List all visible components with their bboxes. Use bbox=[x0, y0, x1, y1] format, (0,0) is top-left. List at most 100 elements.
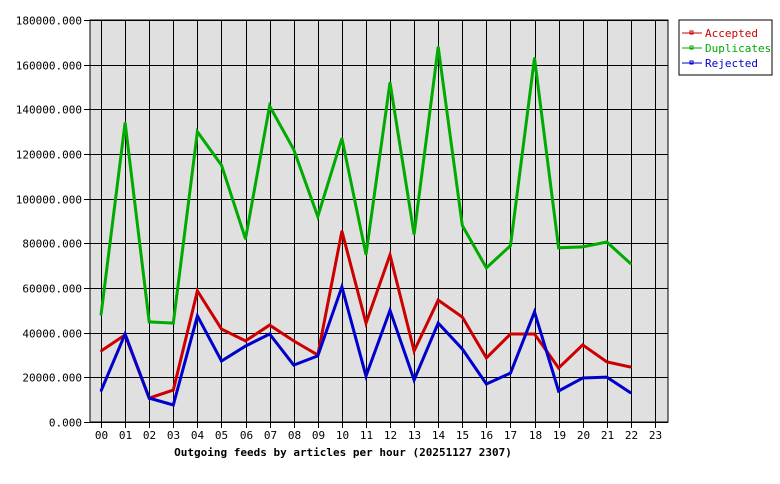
data-point-rejected bbox=[148, 397, 151, 400]
x-tick-label: 07 bbox=[264, 429, 277, 442]
data-point-rejected bbox=[124, 333, 127, 336]
data-point-duplicates bbox=[629, 262, 632, 265]
data-point-duplicates bbox=[605, 240, 608, 243]
data-point-rejected bbox=[509, 372, 512, 375]
data-point-accepted bbox=[437, 299, 440, 302]
data-point-rejected bbox=[485, 383, 488, 386]
x-tick-label: 17 bbox=[504, 429, 517, 442]
x-tick-label: 04 bbox=[191, 429, 205, 442]
data-point-duplicates bbox=[533, 56, 536, 59]
data-point-accepted bbox=[533, 333, 536, 336]
data-point-rejected bbox=[100, 389, 103, 392]
x-tick-label: 20 bbox=[577, 429, 590, 442]
legend: Accepted Duplicates Rejected bbox=[678, 19, 773, 76]
data-point-duplicates bbox=[196, 130, 199, 133]
data-point-rejected bbox=[629, 391, 632, 394]
data-point-rejected bbox=[172, 404, 175, 407]
data-point-accepted bbox=[581, 343, 584, 346]
data-point-duplicates bbox=[485, 266, 488, 269]
data-point-rejected bbox=[220, 360, 223, 363]
data-point-duplicates bbox=[268, 104, 271, 107]
data-point-rejected bbox=[605, 376, 608, 379]
data-point-duplicates bbox=[244, 237, 247, 240]
legend-marker-accepted bbox=[689, 30, 694, 35]
data-point-rejected bbox=[196, 314, 199, 317]
data-point-rejected bbox=[533, 310, 536, 313]
x-tick-label: 12 bbox=[384, 429, 397, 442]
data-point-duplicates bbox=[292, 148, 295, 151]
x-tick-label: 11 bbox=[360, 429, 373, 442]
data-point-duplicates bbox=[461, 224, 464, 227]
x-axis-label: Outgoing feeds by articles per hour (202… bbox=[174, 446, 512, 459]
x-axis: 00 01 02 03 04 05 06 07 08 09 10 11 12 13 14 15 16 17 18 19… bbox=[95, 422, 662, 442]
data-point-duplicates bbox=[557, 246, 560, 249]
data-point-accepted bbox=[389, 253, 392, 256]
data-point-accepted bbox=[268, 324, 271, 327]
grid bbox=[90, 20, 668, 423]
data-point-rejected bbox=[316, 354, 319, 357]
data-point-accepted bbox=[557, 366, 560, 369]
x-tick-label: 16 bbox=[480, 429, 493, 442]
data-point-accepted bbox=[605, 360, 608, 363]
x-tick-label: 08 bbox=[288, 429, 301, 442]
x-tick-label: 22 bbox=[625, 429, 638, 442]
data-point-rejected bbox=[461, 347, 464, 350]
x-tick-label: 03 bbox=[167, 429, 180, 442]
data-point-duplicates bbox=[220, 164, 223, 167]
data-point-duplicates bbox=[413, 233, 416, 236]
series-lines bbox=[99, 45, 632, 407]
legend-marker-duplicates bbox=[689, 45, 694, 50]
y-tick-label: 60000.000 bbox=[22, 283, 82, 296]
data-point-accepted bbox=[413, 349, 416, 352]
data-point-accepted bbox=[364, 322, 367, 325]
x-tick-label: 00 bbox=[95, 429, 108, 442]
data-point-accepted bbox=[461, 316, 464, 319]
data-point-duplicates bbox=[509, 244, 512, 247]
data-point-rejected bbox=[557, 389, 560, 392]
y-tick-label: 100000.000 bbox=[16, 194, 82, 207]
x-tick-label: 19 bbox=[553, 429, 566, 442]
data-point-duplicates bbox=[437, 45, 440, 48]
data-point-rejected bbox=[364, 374, 367, 377]
data-point-rejected bbox=[268, 333, 271, 336]
data-point-duplicates bbox=[389, 81, 392, 84]
x-tick-label: 01 bbox=[119, 429, 132, 442]
x-tick-label: 02 bbox=[143, 429, 156, 442]
data-point-duplicates bbox=[364, 253, 367, 256]
data-point-accepted bbox=[509, 333, 512, 336]
data-point-duplicates bbox=[148, 320, 151, 323]
plot-frame bbox=[89, 19, 669, 423]
data-point-accepted bbox=[292, 339, 295, 342]
x-tick-label: 23 bbox=[649, 429, 662, 442]
x-tick-label: 21 bbox=[601, 429, 614, 442]
x-tick-label: 10 bbox=[336, 429, 349, 442]
data-point-duplicates bbox=[581, 245, 584, 248]
data-point-rejected bbox=[340, 285, 343, 288]
data-point-rejected bbox=[437, 322, 440, 325]
data-point-accepted bbox=[485, 356, 488, 359]
data-point-duplicates bbox=[100, 314, 103, 317]
legend-label-rejected: Rejected bbox=[705, 57, 758, 70]
data-point-accepted bbox=[100, 349, 103, 352]
data-point-accepted bbox=[172, 389, 175, 392]
x-tick-label: 05 bbox=[215, 429, 228, 442]
data-point-duplicates bbox=[340, 137, 343, 140]
y-tick-label: 160000.000 bbox=[16, 60, 82, 73]
x-tick-label: 06 bbox=[240, 429, 253, 442]
y-tick-label: 0.000 bbox=[49, 417, 82, 430]
y-tick-label: 180000.000 bbox=[16, 15, 82, 28]
legend-label-accepted: Accepted bbox=[705, 27, 758, 40]
x-tick-label: 13 bbox=[408, 429, 421, 442]
data-point-duplicates bbox=[172, 322, 175, 325]
data-point-accepted bbox=[220, 328, 223, 331]
data-point-rejected bbox=[581, 377, 584, 380]
data-point-duplicates bbox=[316, 215, 319, 218]
data-point-accepted bbox=[629, 366, 632, 369]
y-tick-label: 80000.000 bbox=[22, 238, 82, 251]
data-point-duplicates bbox=[124, 121, 127, 124]
data-point-accepted bbox=[340, 230, 343, 233]
data-point-rejected bbox=[292, 364, 295, 367]
plot-area bbox=[90, 20, 668, 422]
y-tick-label: 40000.000 bbox=[22, 328, 82, 341]
